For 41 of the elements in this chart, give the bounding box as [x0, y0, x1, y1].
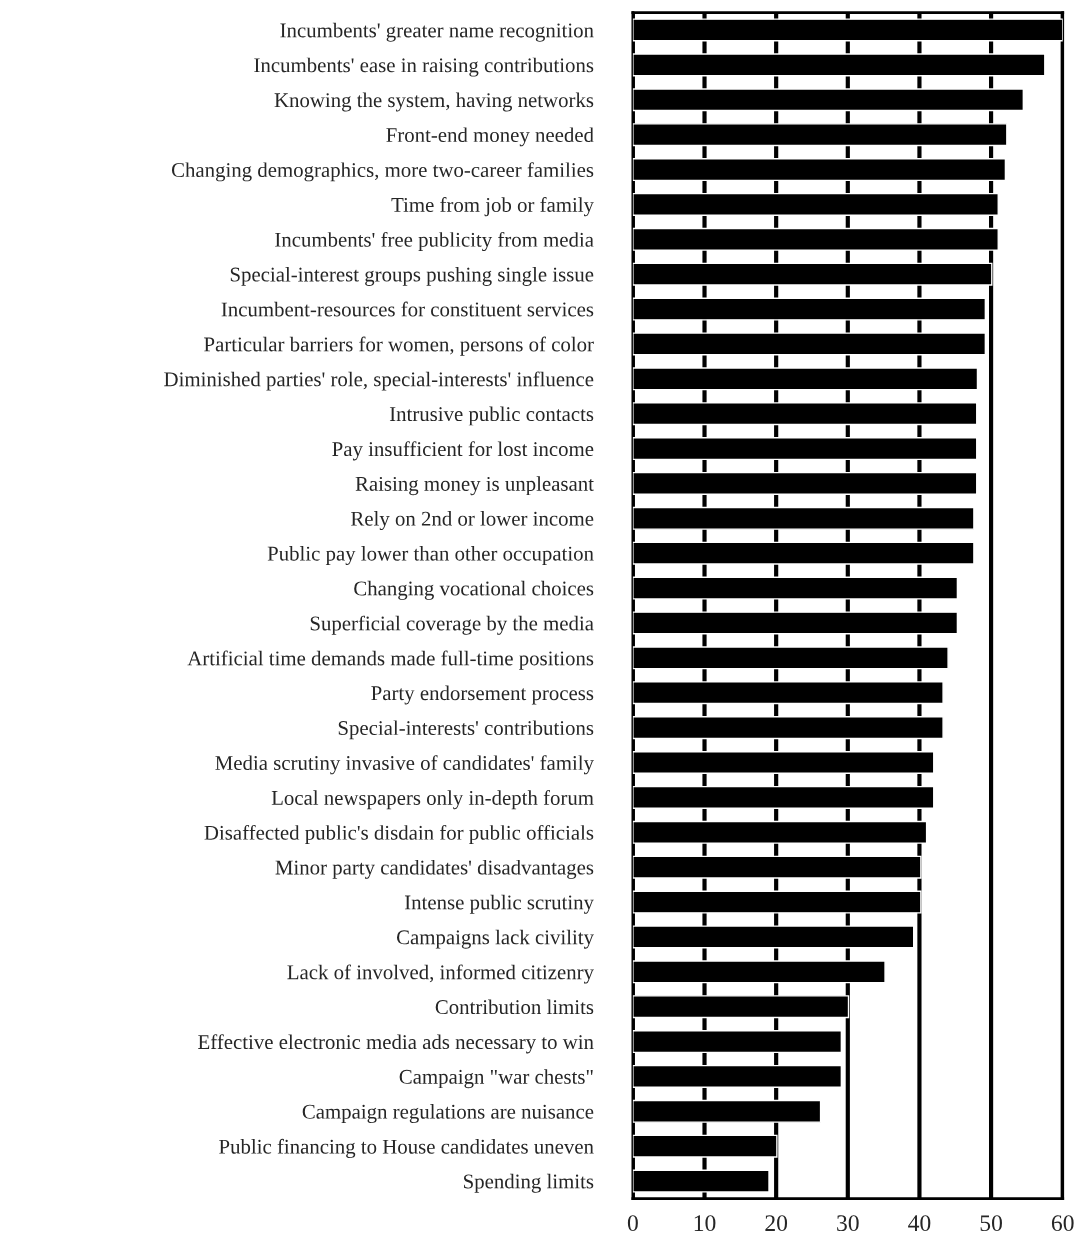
y-tick-label: Local newspapers only in-depth forum: [271, 790, 594, 810]
y-tick-label: Time from job or family: [391, 197, 594, 217]
y-tick-label: Pay insufficient for lost income: [332, 441, 594, 461]
y-tick-label: Incumbent-resources for constituent services: [221, 301, 594, 317]
y-tick-label: Special-interests' contributions: [338, 720, 594, 740]
x-tick-label: 40: [908, 1215, 931, 1232]
x-tick-label: 50: [980, 1215, 1002, 1232]
y-tick-label: Effective electronic media ads necessary to win: [198, 1034, 594, 1054]
x-tick-label: 60: [1051, 1215, 1074, 1232]
y-tick-label: Intrusive public contacts: [389, 406, 594, 426]
y-tick-label: Public financing to House candidates uneven: [219, 1138, 594, 1159]
y-tick-label: Rely on 2nd or lower income: [351, 511, 594, 531]
x-tick-label: 10: [694, 1215, 716, 1232]
x-tick-label: 30: [837, 1215, 859, 1232]
y-tick-label: Changing vocational choices: [354, 580, 594, 600]
y-tick-label: Incumbents' ease in raising contributions: [254, 57, 594, 77]
y-tick-label: Knowing the system, having networks: [274, 92, 594, 112]
y-tick-label: Front-end money needed: [386, 127, 594, 147]
y-tick-label: Raising money is unpleasant: [355, 476, 594, 496]
y-tick-label: Special-interest groups pushing single issue: [230, 266, 594, 286]
y-tick-label: Campaign regulations are nuisance: [302, 1104, 594, 1124]
y-tick-label: Party endorsement process: [371, 685, 594, 705]
y-tick-label: Incumbents' greater name recognition: [280, 22, 594, 42]
y-tick-label: Diminished parties' role, special-interests' influence: [164, 371, 594, 391]
y-tick-label: Artificial time demands made full-time positions: [187, 650, 594, 670]
y-tick-label: Superficial coverage by the media: [310, 615, 594, 635]
y-tick-label: Media scrutiny invasive of candidates' family: [215, 755, 594, 775]
x-tick-label: 20: [765, 1215, 788, 1232]
y-tick-label: Public pay lower than other occupation: [267, 545, 594, 565]
y-tick-label: Lack of involved, informed citizenry: [287, 964, 594, 984]
y-tick-label: Intense public scrutiny: [404, 894, 594, 914]
y-tick-label: Campaign "war chests": [399, 1069, 593, 1089]
y-tick-label: Particular barriers for women, persons of color: [204, 336, 594, 356]
y-tick-label: Incumbents' free publicity from media: [275, 231, 594, 252]
x-tick-label: 0: [627, 1215, 638, 1232]
y-tick-label: Spending limits: [464, 1173, 594, 1193]
y-tick-label: Changing demographics, more two-career families: [171, 162, 594, 182]
y-tick-label: Campaigns lack civility: [396, 929, 594, 949]
y-tick-label: Disaffected public's disdain for public officials: [204, 824, 594, 845]
y-tick-label: Minor party candidates' disadvantages: [275, 859, 594, 879]
y-tick-label: Contribution limits: [435, 999, 594, 1015]
